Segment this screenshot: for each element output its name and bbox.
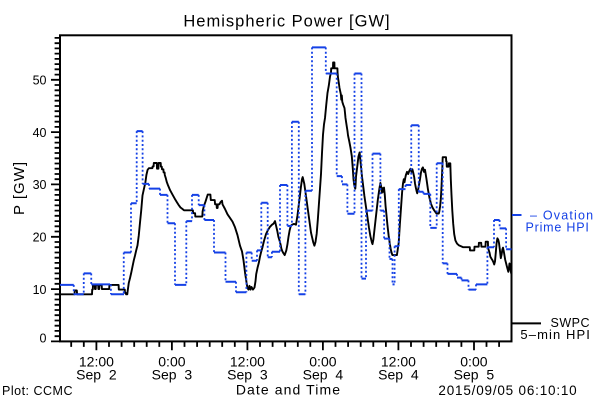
svg-text:SWPC: SWPC bbox=[551, 316, 591, 330]
svg-text:12:00: 12:00 bbox=[230, 354, 265, 370]
svg-text:5–min HPI: 5–min HPI bbox=[520, 327, 591, 342]
svg-text:2015/09/05 06:10:10: 2015/09/05 06:10:10 bbox=[438, 383, 577, 398]
svg-text:– Ovation: – Ovation bbox=[530, 209, 594, 223]
svg-text:Sep 3: Sep 3 bbox=[152, 367, 193, 383]
svg-text:40: 40 bbox=[33, 126, 47, 140]
svg-text:0:00: 0:00 bbox=[309, 354, 336, 370]
svg-text:Sep 4: Sep 4 bbox=[378, 367, 419, 383]
svg-text:Sep 5: Sep 5 bbox=[454, 367, 495, 383]
svg-text:20: 20 bbox=[33, 230, 47, 244]
svg-text:P [GW]: P [GW] bbox=[11, 161, 28, 215]
svg-text:0:00: 0:00 bbox=[158, 354, 185, 370]
svg-text:Sep 3: Sep 3 bbox=[227, 367, 268, 383]
svg-text:Sep 2: Sep 2 bbox=[76, 367, 117, 383]
svg-text:0:00: 0:00 bbox=[460, 354, 487, 370]
svg-text:Sep 4: Sep 4 bbox=[303, 367, 344, 383]
svg-text:30: 30 bbox=[33, 178, 47, 192]
svg-text:10: 10 bbox=[33, 283, 47, 297]
svg-text:Date and Time: Date and Time bbox=[236, 382, 341, 398]
svg-text:12:00: 12:00 bbox=[381, 354, 416, 370]
svg-text:50: 50 bbox=[33, 74, 47, 88]
svg-text:Hemispheric Power [GW]: Hemispheric Power [GW] bbox=[183, 13, 390, 31]
svg-text:0: 0 bbox=[40, 331, 47, 345]
svg-text:Plot: CCMC: Plot: CCMC bbox=[2, 384, 73, 398]
svg-text:12:00: 12:00 bbox=[79, 354, 114, 370]
svg-text:Prime HPI: Prime HPI bbox=[526, 221, 590, 235]
